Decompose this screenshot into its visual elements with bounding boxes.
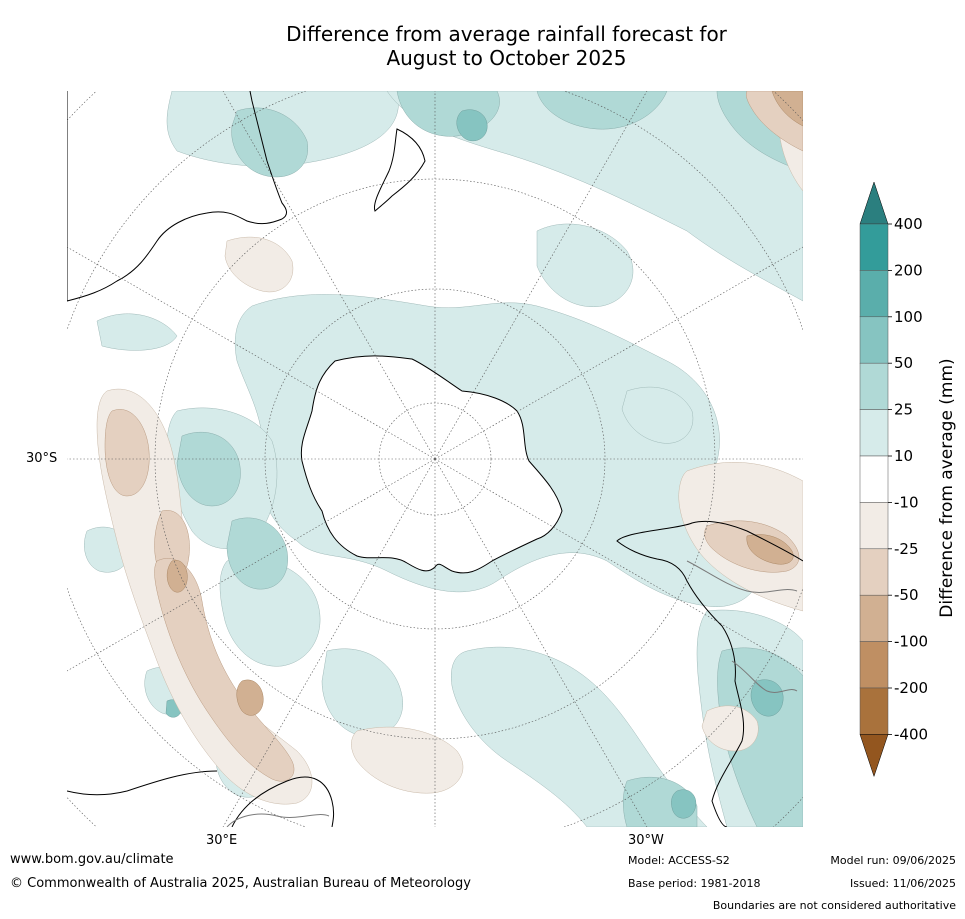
title-line-2: August to October 2025 [386,46,627,70]
longitude-label-30w: 30°W [628,833,664,848]
colorbar-box [859,641,889,689]
colorbar-box [859,270,889,318]
longitude-label-30e: 30°E [206,833,238,848]
footer-model-run: Model run: 09/06/2025 [830,854,956,867]
footer-base-period: Base period: 1981-2018 [628,877,761,890]
map-title: Difference from average rainfall forecas… [0,22,965,70]
footer-copyright: © Commonwealth of Australia 2025, Austra… [10,876,471,891]
colorbar-box [859,316,889,364]
africa-coastline [67,770,335,827]
title-line-1: Difference from average rainfall forecas… [286,22,727,46]
colorbar-box [859,687,889,735]
colorbar-extend-bottom [859,734,889,778]
new-zealand-coastline [373,128,426,212]
wet-anomaly-50-100 [165,109,784,819]
colorbar-tick-label: -400 [894,725,928,743]
colorbar-tick-label: -200 [894,679,928,697]
colorbar-box [859,223,889,271]
colorbar-box [859,548,889,596]
colorbar-tick-label: 25 [894,401,913,419]
footer-url[interactable]: www.bom.gov.au/climate [10,852,174,867]
colorbar-tick-label: 100 [894,308,923,326]
footer-issued: Issued: 11/06/2025 [849,877,956,890]
colorbar-extend-top [859,181,889,225]
country-borders [226,560,798,827]
colorbar-box [859,502,889,550]
colorbar-tick-label: -10 [894,493,919,511]
colorbar-tick-label: -50 [894,586,919,604]
latitude-label-30s: 30°S [26,451,58,466]
colorbar-tick-label: 400 [894,215,923,233]
antarctica-landmass [300,355,563,574]
colorbar-box [859,594,889,642]
graticule [67,91,803,827]
colorbar-tick-label: 200 [894,261,923,279]
colorbar-box [859,362,889,410]
colorbar-tick-label: -25 [894,540,919,558]
colorbar: 400 200 100 50 25 10 -10 -25 -50 -100 -200 -400 [859,181,928,778]
colorbar-box [859,455,889,503]
footer-disclaimer: Boundaries are not considered authoritat… [712,899,956,912]
australia-coastline [67,91,287,302]
dry-anomaly-50-100 [166,91,803,716]
footer-model: Model: ACCESS-S2 [628,854,730,867]
colorbar-box [859,409,889,457]
colorbar-tick-label: 10 [894,447,913,465]
colorbar-tick-label: -100 [894,633,928,651]
colorbar-tick-label: 50 [894,354,913,372]
colorbar-title: Difference from average (mm) [937,358,957,618]
rainfall-map [67,91,803,827]
